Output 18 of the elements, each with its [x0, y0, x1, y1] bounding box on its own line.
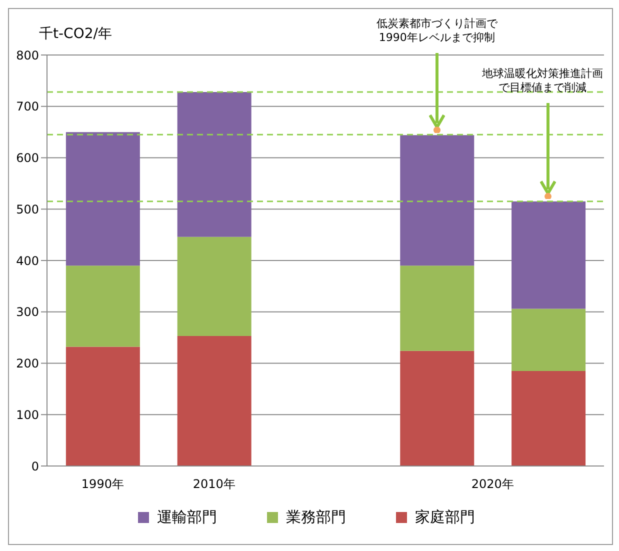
y-axis-title: 千t-CO2/年	[39, 25, 112, 43]
y-tick-label: 600	[16, 151, 39, 166]
x-tick-label: 2020年	[471, 477, 514, 491]
text: 低炭素都市づくり計画で1990年レベルまで抑制	[375, 17, 499, 45]
y-tick-label: 0	[31, 459, 39, 474]
y-tick-label: 800	[16, 48, 39, 62]
y-tick-label: 200	[16, 356, 39, 371]
y-tick-label: 400	[16, 254, 39, 268]
annotation: 地球温暖化対策推進計画で目標値まで削減	[480, 67, 604, 95]
y-tick-label: 500	[16, 202, 39, 216]
x-tick-label: 1990年	[81, 477, 124, 491]
legend-label: 運輸部門	[156, 508, 217, 527]
legend-label: 家庭部門	[414, 508, 475, 527]
y-tick-label: 700	[16, 100, 39, 114]
y-tick-label: 100	[16, 408, 39, 422]
legend-label: 業務部門	[285, 508, 346, 527]
x-tick-label: 2010年	[192, 477, 236, 491]
y-tick-label: 300	[16, 305, 39, 320]
